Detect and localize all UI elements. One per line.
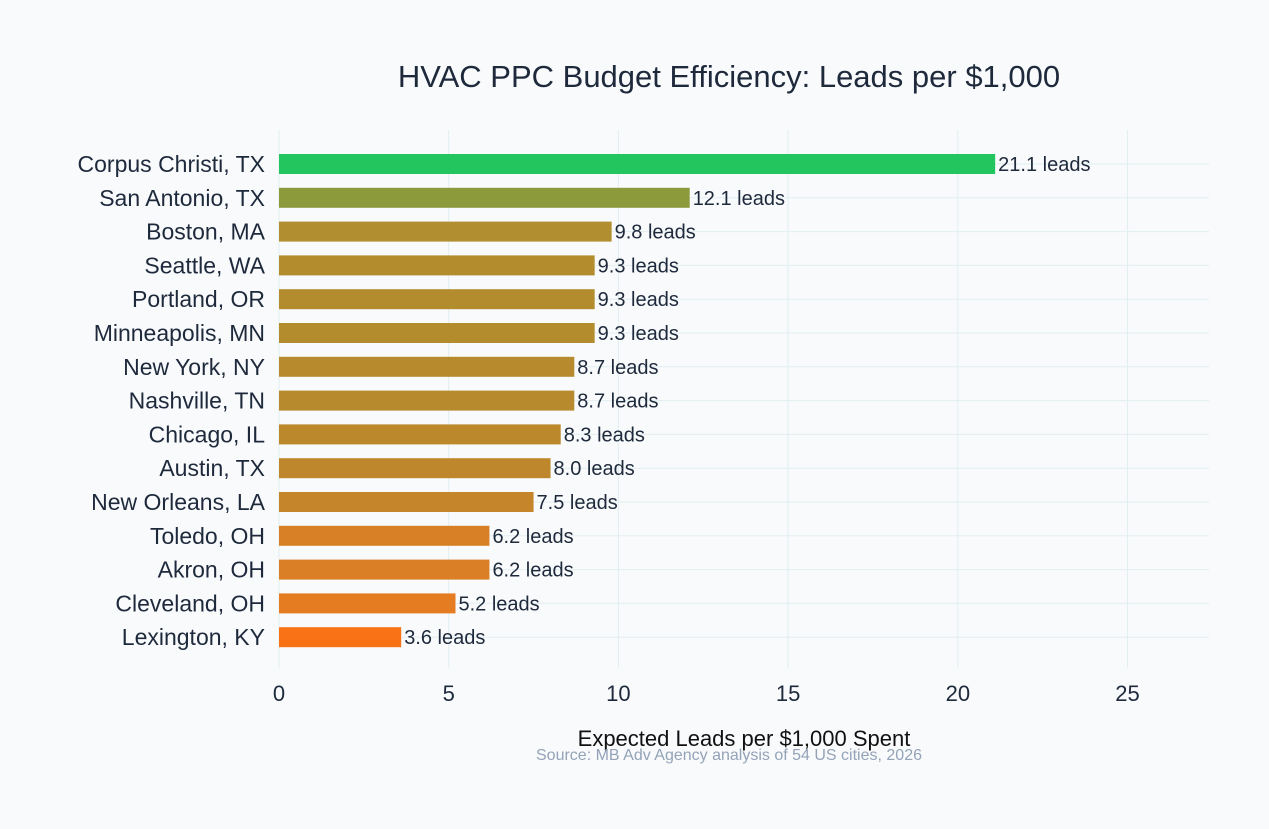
value-label: 7.5 leads (537, 492, 618, 514)
category-label: New York, NY (123, 354, 265, 380)
category-labels: Corpus Christi, TX San Antonio, TX Boston,… (78, 151, 266, 650)
x-tick-label: 20 (946, 681, 970, 706)
bar (279, 255, 595, 276)
bar (279, 559, 490, 580)
value-label: 8.7 leads (577, 357, 658, 379)
category-label: Cleveland, OH (115, 590, 265, 616)
value-label: 21.1 leads (998, 154, 1090, 176)
chart-title: HVAC PPC Budget Efficiency: Leads per $1… (398, 59, 1060, 94)
x-tick-label: 25 (1115, 681, 1139, 706)
bar (279, 458, 551, 479)
bar (279, 390, 575, 411)
value-label: 3.6 leads (404, 627, 485, 649)
value-label: 9.3 leads (598, 323, 679, 345)
category-label: Boston, MA (146, 219, 266, 245)
category-label: Toledo, OH (150, 523, 265, 549)
value-label: 9.3 leads (598, 289, 679, 311)
bar (279, 154, 996, 174)
category-label: Portland, OR (132, 286, 265, 312)
value-label: 8.7 leads (577, 391, 658, 413)
value-label: 6.2 leads (492, 526, 573, 548)
bars (279, 154, 996, 648)
category-label: Austin, TX (159, 455, 265, 481)
value-label: 9.3 leads (598, 255, 679, 277)
value-label: 6.2 leads (492, 560, 573, 582)
category-label: Minneapolis, MN (94, 320, 265, 346)
category-label: Seattle, WA (144, 252, 265, 278)
x-axis-title: Expected Leads per $1,000 Spent (578, 726, 911, 751)
value-label: 12.1 leads (693, 188, 785, 210)
bar (279, 356, 575, 377)
value-label: 8.3 leads (564, 424, 645, 446)
category-label: New Orleans, LA (91, 489, 266, 515)
category-label: Nashville, TN (129, 388, 265, 414)
bar (279, 323, 595, 343)
bar (279, 187, 690, 208)
bar (279, 221, 612, 242)
x-axis-ticks: 0 5 10 15 20 25 (273, 681, 1140, 706)
x-tick-label: 0 (273, 681, 285, 706)
value-label: 5.2 leads (458, 593, 539, 615)
bar (279, 424, 561, 445)
category-label: San Antonio, TX (99, 185, 265, 211)
bar (279, 593, 456, 614)
source-note: Source: MB Adv Agency analysis of 54 US … (536, 747, 922, 764)
bar (279, 289, 595, 310)
bar (279, 525, 490, 546)
category-label: Akron, OH (158, 557, 265, 583)
x-tick-label: 10 (606, 681, 630, 706)
value-label: 9.8 leads (615, 222, 696, 244)
bar (279, 492, 534, 512)
category-label: Corpus Christi, TX (78, 151, 265, 177)
category-label: Lexington, KY (122, 624, 265, 650)
bar (279, 627, 402, 648)
x-tick-label: 15 (776, 681, 800, 706)
value-label: 8.0 leads (554, 458, 635, 480)
category-label: Chicago, IL (149, 421, 266, 447)
value-labels: 21.1 leads 12.1 leads 9.8 leads 9.3 leads 9.… (404, 154, 1090, 649)
x-tick-label: 5 (443, 681, 455, 706)
